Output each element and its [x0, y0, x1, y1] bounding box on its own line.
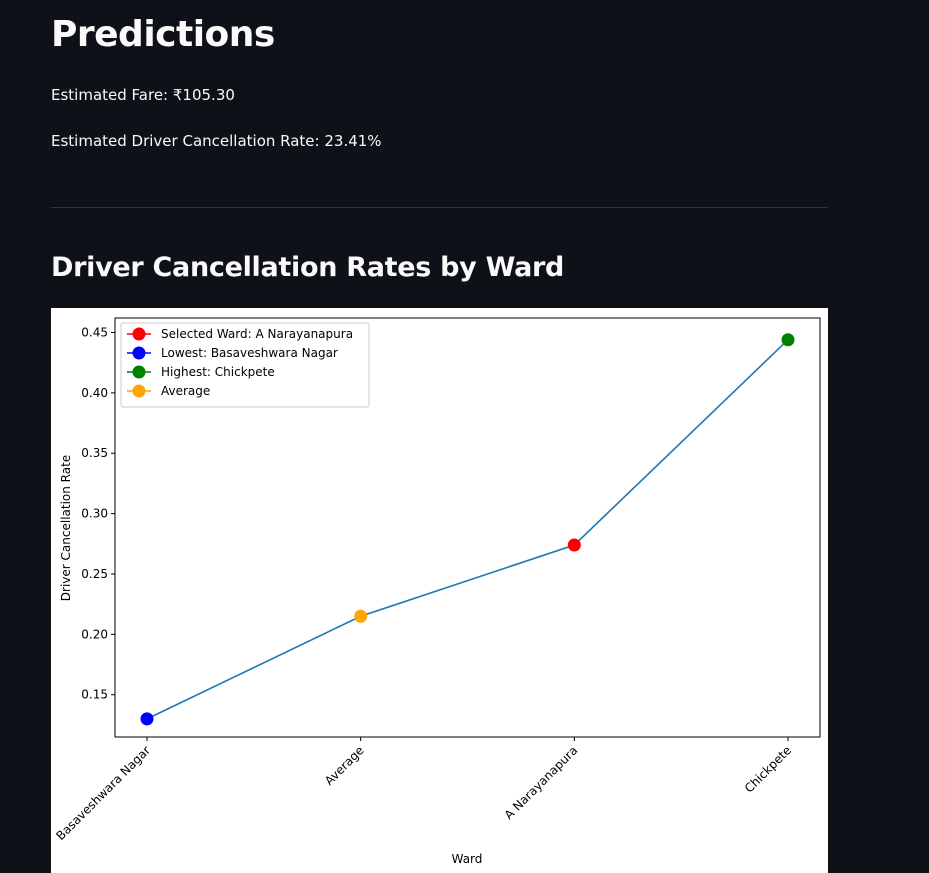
- y-tick-label: 0.35: [81, 446, 108, 460]
- y-axis: 0.15 0.20 0.25 0.30 0.35 0.40 0.45: [81, 325, 115, 702]
- legend-marker: [132, 365, 146, 379]
- estimated-fare-text: Estimated Fare: ₹105.30: [51, 86, 235, 104]
- cancellation-rate-chart: 0.15 0.20 0.25 0.30 0.35 0.40 0.45 Basaveshwar…: [53, 317, 821, 866]
- data-point: [567, 538, 581, 552]
- x-axis-label: Ward: [452, 852, 483, 866]
- legend-marker: [132, 327, 146, 341]
- legend-label: Lowest: Basaveshwara Nagar: [161, 346, 338, 360]
- section-title: Driver Cancellation Rates by Ward: [51, 252, 565, 283]
- y-tick-label: 0.15: [81, 688, 108, 702]
- y-tick-label: 0.20: [81, 627, 108, 641]
- x-axis: Basaveshwara Nagar Average A Narayanapura C…: [53, 737, 794, 843]
- data-point: [781, 333, 795, 347]
- y-tick-label: 0.45: [81, 325, 108, 339]
- legend-label: Highest: Chickpete: [161, 365, 275, 379]
- legend-label: Average: [161, 384, 210, 398]
- x-tick-label: A Narayanapura: [502, 743, 581, 822]
- series-points: [140, 333, 795, 726]
- series-polyline: [146, 339, 789, 720]
- legend-box: [120, 322, 370, 408]
- legend-marker: [132, 384, 146, 398]
- data-point: [140, 712, 154, 726]
- legend-marker: [132, 346, 146, 360]
- series-line: [146, 339, 789, 720]
- x-tick-label: Average: [322, 743, 367, 788]
- x-tick-label: Basaveshwara Nagar: [53, 743, 153, 843]
- x-tick-label: Chickpete: [742, 743, 794, 795]
- legend: Selected Ward: A Narayanapura Lowest: Bas…: [120, 322, 370, 408]
- page-title: Predictions: [51, 14, 275, 55]
- estimated-cancellation-text: Estimated Driver Cancellation Rate: 23.4…: [51, 132, 382, 150]
- divider: [51, 207, 828, 208]
- legend-label: Selected Ward: A Narayanapura: [161, 327, 353, 341]
- y-axis-label: Driver Cancellation Rate: [59, 455, 73, 601]
- data-point: [354, 609, 368, 623]
- chart-container: 0.15 0.20 0.25 0.30 0.35 0.40 0.45 Basaveshwar…: [51, 308, 828, 873]
- y-tick-label: 0.30: [81, 507, 108, 521]
- y-tick-label: 0.40: [81, 386, 108, 400]
- y-tick-label: 0.25: [81, 567, 108, 581]
